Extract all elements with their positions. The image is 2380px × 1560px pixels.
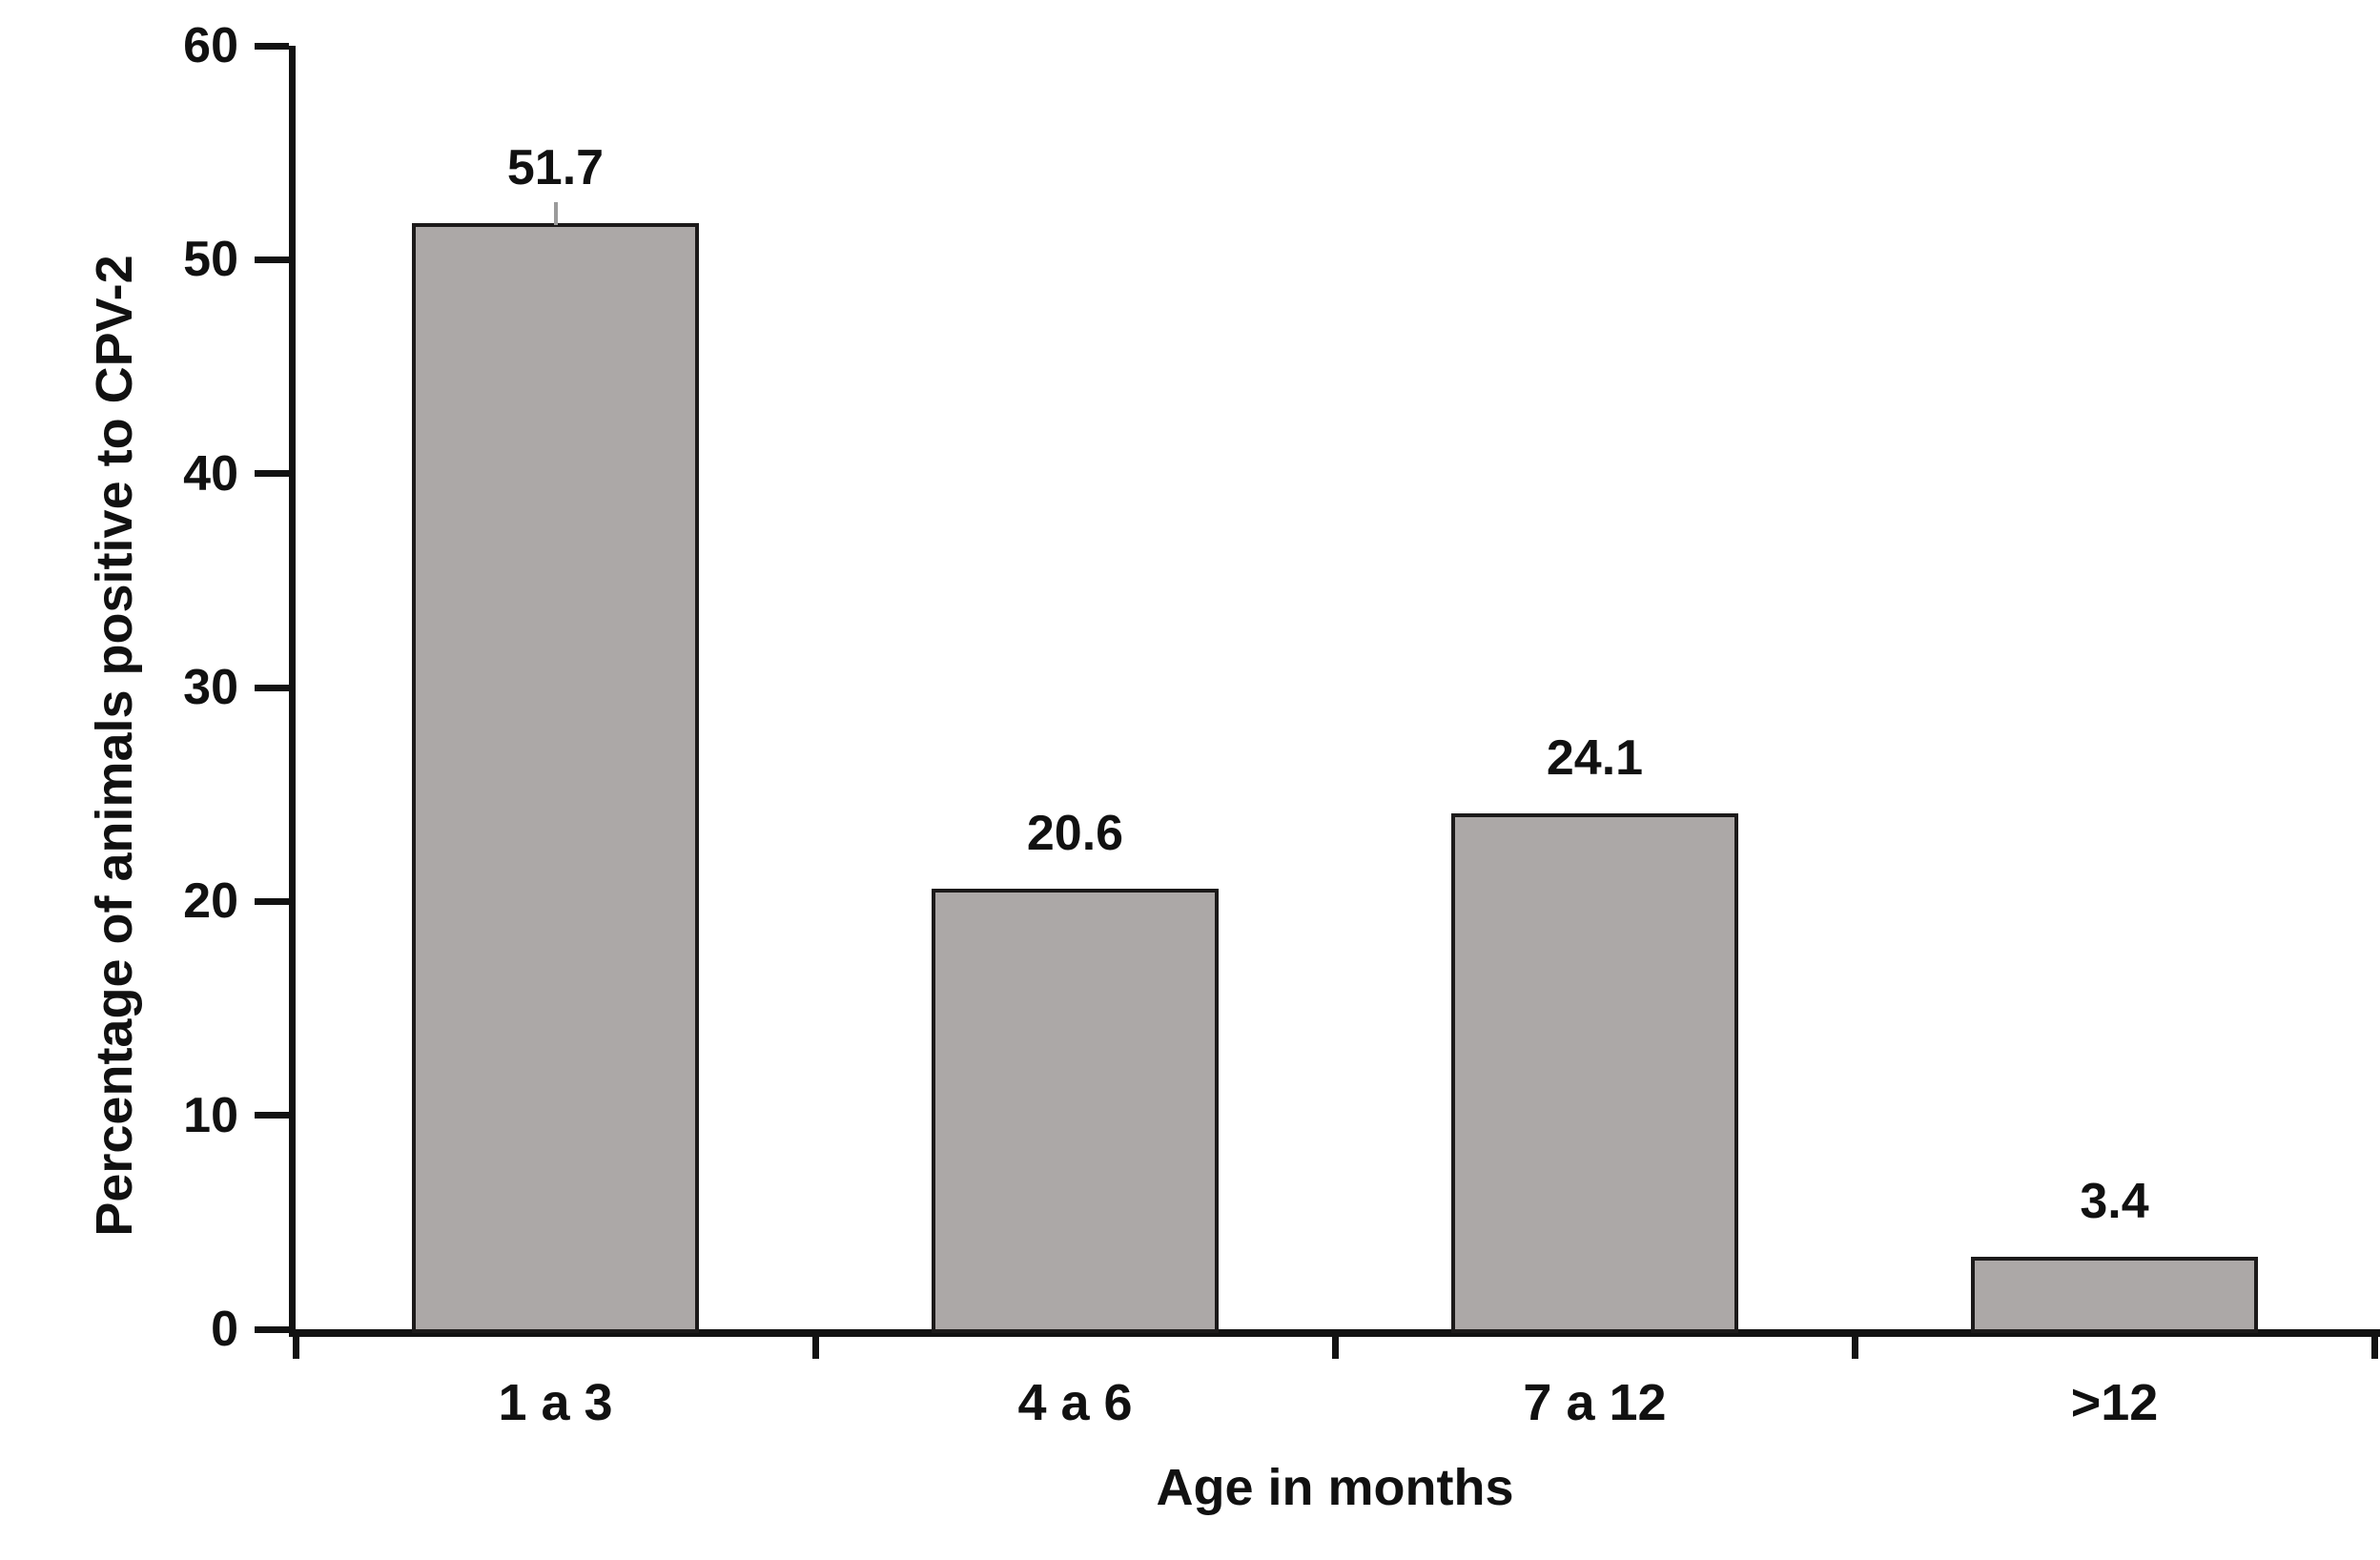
x-tick [1331, 1337, 1339, 1359]
bar-value-label: 51.7 [506, 140, 605, 196]
bar-value-label: 24.1 [1546, 730, 1644, 787]
y-tick-label: 60 [183, 18, 238, 73]
x-axis-line [289, 1329, 2380, 1337]
bar [932, 888, 1219, 1333]
x-tick [811, 1337, 819, 1359]
error-bar-tick [553, 202, 558, 226]
y-tick [255, 1325, 289, 1333]
y-tick-label: 40 [183, 445, 238, 502]
y-tick [255, 897, 289, 905]
x-tick [2370, 1337, 2378, 1359]
y-axis-title: Percentage of animals positive to CPV-2 [86, 255, 143, 1237]
x-tick [292, 1337, 299, 1359]
bar-value-label: 20.6 [1026, 805, 1124, 861]
bar [1971, 1256, 2258, 1333]
x-category-label: 4 a 6 [1017, 1374, 1133, 1431]
bar [1451, 813, 1738, 1333]
y-tick [255, 256, 289, 263]
y-tick-label: 20 [183, 873, 238, 930]
y-tick [255, 684, 289, 691]
x-axis-title: Age in months [1156, 1459, 1514, 1516]
y-tick-label: 10 [183, 1087, 238, 1143]
y-tick [255, 1112, 289, 1119]
x-category-label: 1 a 3 [498, 1374, 613, 1431]
x-tick [1851, 1337, 1858, 1359]
x-category-label: >12 [2070, 1374, 2159, 1431]
y-tick-label: 30 [183, 660, 238, 715]
y-tick [255, 42, 289, 50]
y-tick-label: 0 [211, 1302, 238, 1357]
y-tick-label: 50 [183, 232, 238, 288]
bar-value-label: 3.4 [2080, 1173, 2149, 1229]
y-tick [255, 470, 289, 478]
y-axis-line [289, 46, 296, 1337]
bar [412, 223, 699, 1333]
x-category-label: 7 a 12 [1523, 1374, 1667, 1431]
